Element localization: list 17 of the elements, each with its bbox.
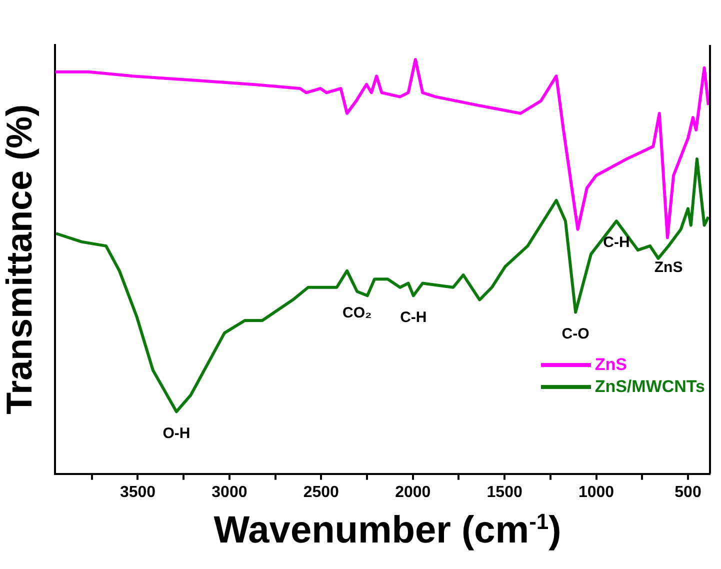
annotation: O-H	[162, 424, 190, 442]
annotation: C-H	[603, 234, 630, 252]
x-tick-label: 2000	[395, 484, 431, 501]
x-tick-label: 1000	[578, 484, 614, 501]
legend-label: ZnS	[594, 355, 627, 375]
annotation: C-O	[562, 325, 590, 342]
annotation: CO₂	[342, 304, 372, 322]
x-tick-label: 1500	[486, 484, 522, 501]
x-tick-label: 500	[674, 484, 702, 501]
x-tick-label: 3000	[212, 484, 248, 501]
legend-label: ZnS/MWCNTs	[594, 377, 705, 397]
x-axis-title: Wavenumber (cm$^{-1}$)	[212, 508, 562, 553]
x-tick-label: 3500	[120, 484, 156, 501]
y-axis-title: Transmittance (%)	[0, 104, 40, 414]
annotation: C-H	[400, 308, 427, 326]
x-tick-label: 2500	[303, 484, 340, 501]
annotation: ZnS	[654, 259, 683, 276]
